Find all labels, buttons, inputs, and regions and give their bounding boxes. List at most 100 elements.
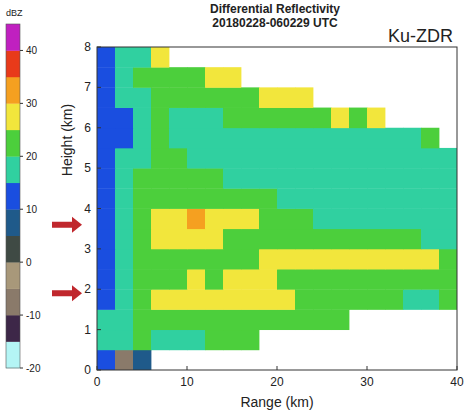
cell bbox=[259, 108, 277, 129]
cell bbox=[259, 87, 277, 108]
cell bbox=[205, 128, 223, 149]
cell bbox=[385, 209, 403, 230]
cell bbox=[349, 289, 367, 310]
cell bbox=[223, 249, 241, 270]
cell bbox=[331, 209, 349, 230]
cell bbox=[115, 249, 133, 270]
cell bbox=[241, 188, 259, 209]
y-tick bbox=[97, 87, 101, 88]
cell bbox=[313, 168, 331, 189]
cell bbox=[349, 188, 367, 209]
x-tick bbox=[457, 366, 458, 370]
cell bbox=[241, 108, 259, 129]
cell bbox=[403, 188, 421, 209]
cell bbox=[151, 269, 169, 290]
cell bbox=[403, 269, 421, 290]
cell bbox=[151, 330, 169, 351]
cell bbox=[349, 269, 367, 290]
cell bbox=[313, 229, 331, 250]
cell bbox=[439, 269, 457, 290]
cell bbox=[277, 188, 295, 209]
cell bbox=[169, 269, 187, 290]
cell bbox=[349, 148, 367, 169]
cell bbox=[169, 188, 187, 209]
cell bbox=[97, 168, 115, 189]
colorbar-band bbox=[6, 236, 20, 263]
colorbar-band bbox=[6, 156, 20, 183]
cell bbox=[133, 108, 151, 129]
colorbar-tick bbox=[20, 50, 23, 51]
y-tick bbox=[97, 329, 101, 330]
cell bbox=[151, 87, 169, 108]
cell bbox=[169, 87, 187, 108]
cells bbox=[97, 47, 457, 370]
cell bbox=[187, 188, 205, 209]
cell bbox=[295, 229, 313, 250]
cell bbox=[277, 87, 295, 108]
cell bbox=[259, 148, 277, 169]
cell bbox=[313, 128, 331, 149]
cell bbox=[277, 148, 295, 169]
cell bbox=[439, 188, 457, 209]
y-axis-title: Height (km) bbox=[59, 104, 75, 176]
cell bbox=[313, 148, 331, 169]
cell bbox=[223, 269, 241, 290]
cell bbox=[223, 168, 241, 189]
x-tick-label: 20 bbox=[270, 375, 284, 389]
cell bbox=[241, 269, 259, 290]
cell bbox=[313, 269, 331, 290]
cell bbox=[169, 309, 187, 330]
cell bbox=[169, 67, 187, 88]
cell bbox=[223, 209, 241, 230]
x-tick-label: 10 bbox=[180, 375, 194, 389]
cell bbox=[313, 289, 331, 310]
cell bbox=[187, 289, 205, 310]
colorbar-band bbox=[6, 130, 20, 157]
cell bbox=[421, 128, 439, 149]
cell bbox=[223, 309, 241, 330]
cell bbox=[97, 330, 115, 351]
cell bbox=[115, 67, 133, 88]
cell bbox=[133, 309, 151, 330]
cell bbox=[205, 269, 223, 290]
cell bbox=[241, 168, 259, 189]
cell bbox=[97, 67, 115, 88]
cell bbox=[205, 108, 223, 129]
cell bbox=[97, 309, 115, 330]
cell bbox=[223, 289, 241, 310]
cell bbox=[169, 128, 187, 149]
cell bbox=[133, 188, 151, 209]
cell bbox=[331, 309, 349, 330]
cell bbox=[187, 249, 205, 270]
cell bbox=[241, 309, 259, 330]
cell bbox=[421, 289, 439, 310]
cell bbox=[439, 229, 457, 250]
cell bbox=[295, 209, 313, 230]
cell bbox=[421, 249, 439, 270]
cell bbox=[169, 229, 187, 250]
cell bbox=[295, 249, 313, 270]
cell bbox=[259, 269, 277, 290]
colorbar-label: dBZ bbox=[6, 8, 23, 18]
cell bbox=[97, 350, 115, 370]
cell bbox=[277, 168, 295, 189]
cell bbox=[241, 249, 259, 270]
colorbar-frame bbox=[6, 24, 20, 368]
cell bbox=[223, 188, 241, 209]
cell bbox=[241, 289, 259, 310]
colorbar-tick-label: 10 bbox=[26, 204, 38, 215]
colorbar-band bbox=[6, 77, 20, 104]
x-tick bbox=[187, 366, 188, 370]
cell bbox=[151, 108, 169, 129]
cell bbox=[331, 128, 349, 149]
cell bbox=[115, 108, 133, 129]
cell bbox=[205, 87, 223, 108]
colorbar-band bbox=[6, 315, 20, 342]
cell bbox=[205, 67, 223, 88]
cell bbox=[169, 249, 187, 270]
cell bbox=[295, 108, 313, 129]
cell bbox=[115, 330, 133, 351]
cell bbox=[223, 229, 241, 250]
y-tick bbox=[97, 289, 101, 290]
cell bbox=[115, 350, 133, 370]
